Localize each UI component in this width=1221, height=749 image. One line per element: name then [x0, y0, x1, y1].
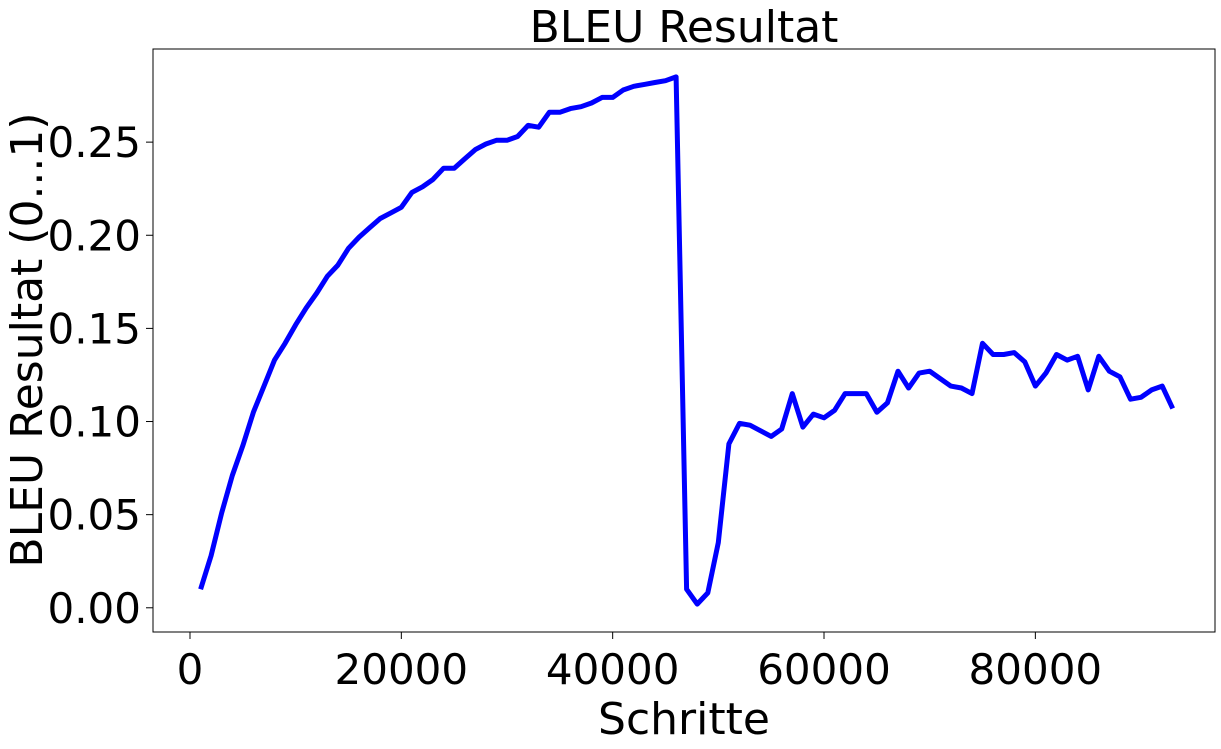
y-tick-label: 0.15	[47, 304, 141, 353]
y-axis: 0.00 0.05 0.10 0.15 0.20 0.25	[47, 118, 153, 633]
x-tick-label: 0	[177, 645, 204, 694]
y-tick-label: 0.20	[47, 211, 141, 260]
y-tick-label: 0.00	[47, 584, 141, 633]
x-tick-label: 60000	[757, 645, 891, 694]
x-tick-label: 40000	[546, 645, 680, 694]
x-tick-label: 80000	[969, 645, 1103, 694]
x-axis-label: Schritte	[598, 694, 770, 745]
y-tick-label: 0.05	[47, 491, 141, 540]
chart-title: BLEU Resultat	[530, 2, 839, 53]
y-axis-label: BLEU Resultat (0...1)	[2, 112, 53, 567]
plot-area-frame	[152, 48, 1216, 633]
y-tick-label: 0.10	[47, 398, 141, 447]
y-tick-label: 0.25	[47, 118, 141, 167]
x-axis: 0 20000 40000 60000 80000	[177, 632, 1103, 694]
x-tick-label: 20000	[335, 645, 469, 694]
series-line	[198, 74, 1175, 607]
series-group	[198, 74, 1175, 607]
